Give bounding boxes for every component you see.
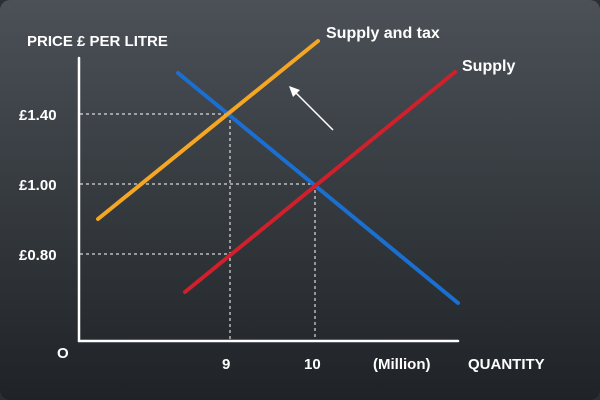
origin-label: O (57, 345, 69, 362)
x-tick-label: 10 (304, 356, 321, 373)
y-axis-title: PRICE £ PER LITRE (27, 33, 168, 50)
x-tick-label: 9 (222, 356, 230, 373)
x-unit-label: (Million) (373, 356, 430, 373)
y-tick-label: £1.40 (19, 107, 57, 124)
supply-and-tax-curve (96, 39, 320, 221)
supply-label: Supply (462, 58, 515, 75)
y-tick-label: £0.80 (19, 247, 57, 264)
arrow-up-left-icon (289, 86, 334, 131)
demand-curve (176, 71, 460, 305)
supply-curve (183, 70, 457, 294)
x-axis-title: QUANTITY (468, 356, 545, 373)
supply-and-tax-label: Supply and tax (326, 25, 440, 42)
y-tick-label: £1.00 (19, 177, 57, 194)
